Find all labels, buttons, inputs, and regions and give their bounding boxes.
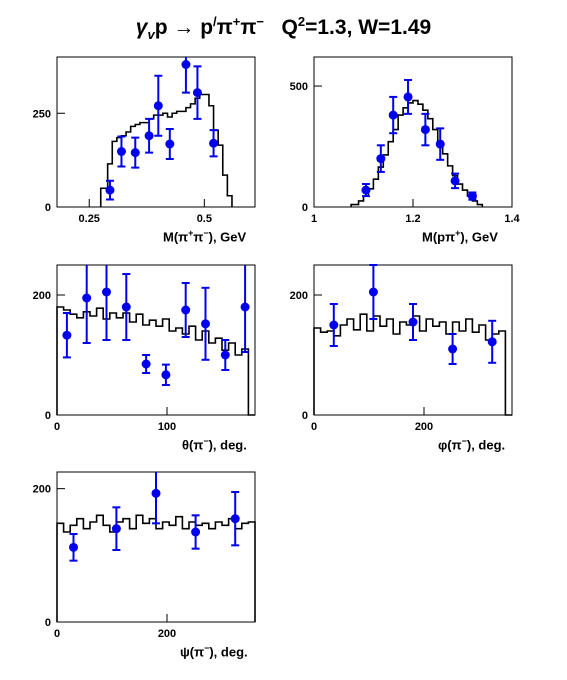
xlabel-phi: φ(π−), deg. <box>438 436 505 452</box>
theta-data-point <box>240 302 250 312</box>
psi-xtick-label: 0 <box>54 628 60 640</box>
title-pi2: π <box>240 16 257 39</box>
title-q-squared: 2 <box>297 14 306 29</box>
xlabel-m-ppi: M(pπ+), GeV <box>422 228 498 244</box>
m_pipi-data-point <box>105 185 115 195</box>
m_ppi-data-point <box>376 154 386 164</box>
theta-data-point <box>181 305 191 315</box>
title-q: Q <box>281 16 298 39</box>
phi-xtick-label: 200 <box>415 421 433 433</box>
m_pipi-data-point <box>181 60 191 69</box>
theta-xlabel-pre: θ(π <box>182 437 204 453</box>
theta-data-point <box>102 287 111 297</box>
m_pipi-data-point <box>192 88 202 98</box>
m_ppi-xlabel-pre: M(pπ <box>422 229 456 245</box>
psi-xlabel-post: ), deg. <box>209 644 248 660</box>
phi-xlabel-sup1: − <box>461 436 467 446</box>
phi-data-point <box>448 344 458 354</box>
theta-xlabel-sup1: − <box>203 436 209 446</box>
m_pipi-ytick-label: 250 <box>33 108 51 120</box>
psi-ytick-label: 200 <box>33 484 51 496</box>
m_ppi-xtick-label: 1.2 <box>405 213 420 225</box>
theta-data-point <box>82 293 92 303</box>
m_ppi-xtick-label: 1 <box>311 213 317 225</box>
m_pipi-xlabel-sup2: − <box>203 228 209 238</box>
m_pipi-ytick-label: 0 <box>45 202 51 214</box>
phi-xlabel-post: ), deg. <box>466 437 506 453</box>
psi-xlabel-sup1: − <box>204 643 210 653</box>
m_ppi-mc-histogram <box>350 99 484 207</box>
m_ppi-ytick-label: 500 <box>290 81 308 93</box>
phi-xlabel-pre: φ(π <box>438 437 462 453</box>
m_pipi-xlabel-sup1: + <box>188 228 194 238</box>
theta-data-point <box>201 319 210 329</box>
m_pipi-xlabel-mid: π <box>193 229 204 245</box>
xlabel-theta: θ(π−), deg. <box>182 436 247 452</box>
theta-data-point <box>121 302 131 312</box>
m_pipi-xlabel-post: ), GeV <box>208 229 247 245</box>
m_ppi-data-point <box>388 110 398 120</box>
psi-data-point <box>111 524 121 534</box>
m_ppi-data-point <box>403 92 413 102</box>
psi-data-point <box>191 527 201 537</box>
xlabel-m-pipi: M(π+π−), GeV <box>163 228 246 244</box>
title-gamma: γ <box>135 16 148 39</box>
m_ppi-data-point <box>361 185 371 195</box>
m_pipi-frame <box>56 56 256 208</box>
title-pi1: π <box>216 16 233 39</box>
phi-data-point <box>487 337 497 347</box>
theta-data-point <box>62 330 72 340</box>
title-pi1-charge: + <box>232 14 241 29</box>
m_pipi-data-point <box>165 139 175 149</box>
theta-data-point <box>220 350 230 360</box>
phi-ytick-label: 0 <box>302 410 308 422</box>
theta-data-point <box>161 370 171 380</box>
m_pipi-xlabel-pre: M(π <box>163 229 189 245</box>
phi-data-point <box>368 287 378 297</box>
phi-xtick-label: 0 <box>311 421 317 433</box>
m_ppi-data-point <box>435 139 445 149</box>
psi-xlabel-pre: ψ(π <box>180 644 205 660</box>
title-pi2-charge: − <box>256 14 265 29</box>
psi-data-point <box>230 514 240 524</box>
psi-mc-histogram <box>56 514 256 622</box>
theta-xlabel-post: ), deg. <box>208 437 247 453</box>
m_pipi-data-point <box>144 131 154 141</box>
m_pipi-data-point <box>116 147 126 156</box>
m_ppi-ytick-label: 0 <box>302 202 308 214</box>
m_ppi-data-point <box>420 125 430 135</box>
m_pipi-xtick-label: 0.5 <box>197 213 212 225</box>
theta-mc-histogram <box>56 306 255 416</box>
m_ppi-data-point <box>467 191 477 201</box>
theta-ytick-label: 200 <box>33 290 51 302</box>
m_ppi-xlabel-sup1: + <box>455 228 461 238</box>
title-reaction: p → p <box>154 16 214 39</box>
theta-data-point <box>141 359 151 369</box>
m_ppi-xtick-label: 1.4 <box>504 213 520 225</box>
xlabel-psi: ψ(π−), deg. <box>180 643 248 659</box>
m_ppi-data-point <box>450 176 460 186</box>
figure-title: γvp → p/π+π− Q2=1.3, W=1.49 <box>0 14 567 42</box>
theta-xtick-label: 0 <box>54 421 60 433</box>
title-p-prime: / <box>213 14 217 29</box>
phi-data-point <box>408 317 418 327</box>
m_ppi-frame <box>313 56 513 208</box>
phi-data-point <box>329 320 339 330</box>
theta-ytick-label: 0 <box>45 410 51 422</box>
psi-data-point <box>69 542 78 552</box>
psi-ytick-label: 0 <box>45 617 51 629</box>
m_ppi-xlabel-post: ), GeV <box>460 229 498 245</box>
m_pipi-data-point <box>153 101 163 111</box>
m_pipi-data-point <box>209 138 219 148</box>
psi-xtick-label: 200 <box>158 628 176 640</box>
theta-xtick-label: 100 <box>158 421 176 433</box>
title-kinematics: =1.3, W=1.49 <box>305 16 432 39</box>
m_pipi-xtick-label: 0.25 <box>79 213 100 225</box>
psi-data-point <box>151 488 161 498</box>
m_pipi-data-point <box>130 148 140 158</box>
phi-ytick-label: 200 <box>290 290 308 302</box>
title-gamma-sub: v <box>147 27 155 43</box>
